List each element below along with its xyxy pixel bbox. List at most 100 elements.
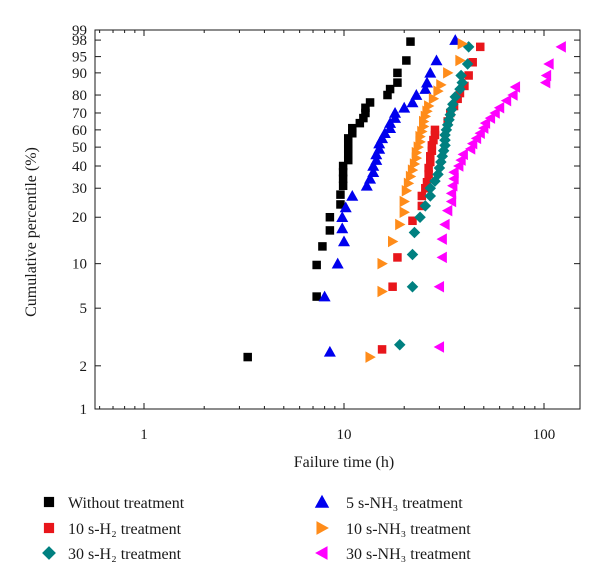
data-point	[441, 204, 453, 217]
plot-border	[94, 29, 581, 410]
data-point	[336, 211, 349, 223]
data-point	[243, 352, 252, 362]
data-point	[370, 148, 383, 160]
data-point	[395, 218, 406, 231]
data-point	[428, 93, 440, 105]
data-point	[348, 123, 357, 133]
x-tick-label: 1	[140, 427, 148, 443]
y-tick-label: 1	[80, 402, 88, 418]
data-point	[445, 195, 457, 208]
data-point	[457, 37, 468, 50]
series-5	[365, 37, 468, 363]
data-point	[336, 190, 345, 199]
legend-item: 30 s-NH₃ treatment	[315, 546, 471, 563]
y-axis-label: Cumulative percentile (%)	[23, 147, 40, 317]
data-point	[343, 144, 353, 154]
data-point	[419, 200, 432, 212]
legend-marker	[314, 494, 330, 508]
data-point	[424, 100, 435, 112]
data-point	[406, 248, 419, 261]
series-6	[433, 41, 566, 353]
data-point	[447, 180, 458, 192]
data-point	[312, 292, 321, 301]
data-point	[346, 189, 359, 201]
data-point	[430, 130, 440, 140]
data-point	[343, 134, 353, 143]
data-point	[433, 341, 445, 353]
legend-marker	[315, 546, 328, 560]
data-point	[377, 257, 388, 270]
data-point	[348, 129, 357, 138]
data-point	[318, 242, 327, 251]
legend-label: 10 s-H₂ treatment	[68, 521, 182, 538]
data-point	[339, 201, 352, 213]
data-point	[427, 146, 437, 155]
data-point	[455, 69, 467, 82]
data-point	[445, 187, 457, 200]
legend-label: 10 s-NH₃ treatment	[346, 521, 471, 538]
data-point	[338, 181, 348, 191]
data-point	[436, 79, 447, 91]
x-axis-label: Failure time (h)	[294, 454, 394, 471]
data-point	[424, 182, 437, 194]
data-point	[543, 58, 554, 70]
data-point	[420, 76, 433, 88]
data-point	[436, 233, 447, 245]
legend-label: Without treatment	[68, 495, 185, 512]
data-point	[388, 282, 397, 291]
data-point	[433, 280, 445, 293]
data-point	[385, 84, 395, 94]
data-point	[484, 112, 496, 124]
data-point	[475, 42, 485, 52]
data-point	[408, 216, 417, 226]
data-points	[243, 34, 566, 363]
data-point	[430, 125, 440, 135]
data-point	[539, 76, 551, 89]
data-point	[398, 101, 411, 113]
data-point	[406, 280, 419, 293]
y-tick-label: 5	[80, 301, 88, 317]
y-tick-label: 90	[72, 66, 87, 82]
data-point	[325, 212, 335, 222]
data-point	[361, 103, 370, 113]
data-point	[377, 285, 388, 298]
legend-label: 30 s-H₂ treatment	[68, 546, 182, 563]
data-point	[325, 226, 335, 235]
data-point	[427, 141, 437, 150]
data-point	[410, 89, 423, 100]
legend-item: 10 s-H₂ treatment	[43, 521, 182, 538]
data-point	[338, 174, 348, 184]
data-point	[365, 351, 376, 363]
y-tick-label: 70	[72, 106, 87, 122]
data-point	[360, 179, 373, 191]
data-point	[426, 157, 435, 167]
data-point	[448, 166, 459, 178]
data-point	[555, 41, 566, 53]
data-point	[422, 177, 432, 187]
data-point	[312, 260, 321, 270]
x-tick-label: 10	[337, 427, 352, 443]
data-point	[466, 137, 478, 150]
series-1	[243, 37, 415, 362]
data-point	[457, 148, 468, 161]
legend-item: Without treatment	[43, 495, 185, 512]
data-point	[343, 139, 353, 148]
data-point	[424, 170, 433, 179]
data-point	[388, 235, 399, 248]
data-point	[367, 160, 380, 171]
data-point	[408, 226, 421, 239]
data-point	[417, 191, 427, 201]
data-point	[430, 54, 443, 66]
data-point	[479, 117, 491, 129]
data-point	[464, 71, 473, 80]
data-point	[402, 56, 411, 65]
data-point	[433, 85, 444, 97]
y-tick-label: 80	[72, 88, 87, 104]
data-point	[429, 135, 438, 145]
data-point	[456, 76, 468, 89]
data-point	[493, 102, 505, 114]
legend-item: 5 s-NH₃ treatment	[314, 494, 463, 512]
y-tick-label: 98	[72, 33, 87, 49]
data-point	[414, 211, 426, 223]
